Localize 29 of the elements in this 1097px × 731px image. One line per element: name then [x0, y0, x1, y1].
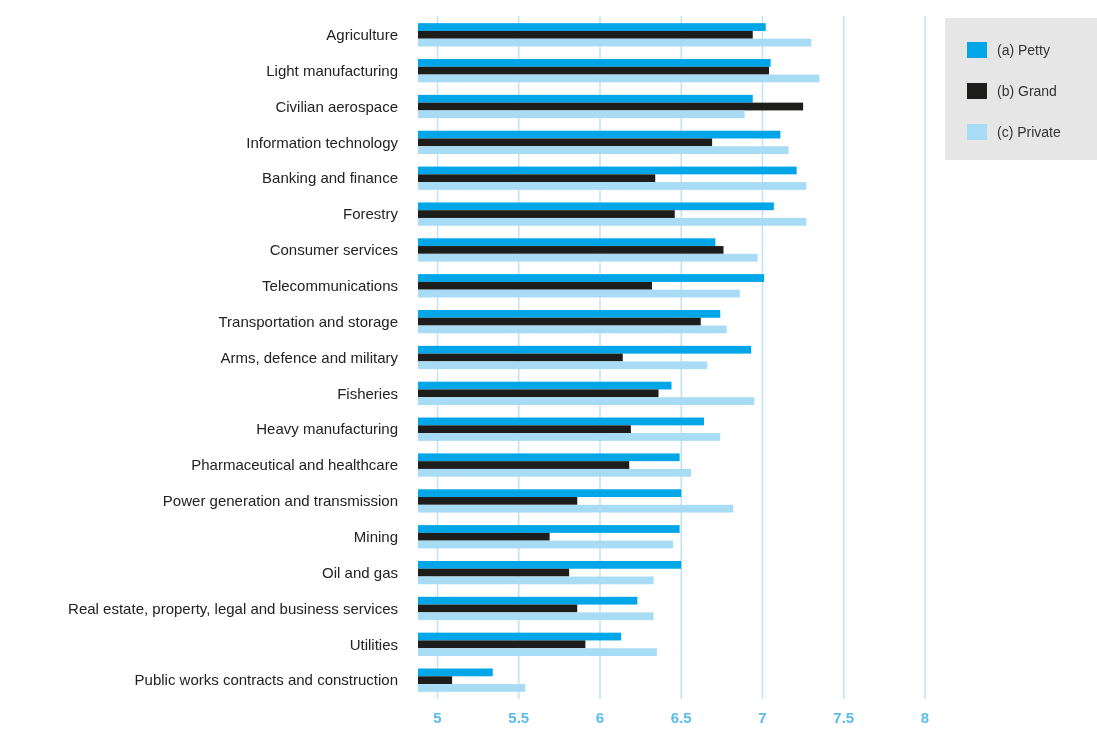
y-tick-label: Public works contracts and construction — [134, 671, 398, 689]
y-tick-label: Utilities — [349, 635, 398, 653]
y-tick-label: Real estate, property, legal and business services — [68, 599, 398, 617]
x-tick-label: 5 — [433, 709, 442, 726]
x-tick-label: 8 — [920, 709, 930, 726]
y-tick-label: Fisheries — [337, 384, 398, 402]
x-tick-label: 6 — [595, 709, 605, 726]
y-tick-label: Light manufacturing — [266, 61, 398, 79]
y-tick-label: Heavy manufacturing — [256, 420, 398, 438]
y-tick-label: Agriculture — [326, 26, 398, 44]
y-tick-label: Civilian aerospace — [275, 97, 398, 115]
legend-label: (b) Grand — [997, 82, 1057, 99]
y-tick-label: Arms, defence and military — [220, 348, 399, 366]
legend-label: (c) Private — [997, 123, 1061, 140]
y-tick-label: Forestry — [342, 205, 399, 223]
y-tick-label: Mining — [353, 528, 398, 546]
y-tick-label: Oil and gas — [322, 563, 398, 581]
y-tick-label: Power generation and transmission — [162, 492, 398, 510]
x-tick-label: 7 — [758, 709, 767, 726]
y-tick-label: Telecommunications — [262, 277, 398, 295]
y-tick-label: Pharmaceutical and healthcare — [191, 456, 398, 474]
legend-label: (a) Petty — [997, 41, 1050, 58]
y-tick-label: Information technology — [246, 133, 399, 151]
x-tick-label: 7.5 — [833, 709, 855, 726]
x-tick-label: 5.5 — [508, 709, 530, 726]
y-tick-label: Banking and finance — [262, 169, 398, 187]
y-tick-label: Transportation and storage — [218, 312, 398, 330]
x-tick-label: 6.5 — [670, 709, 692, 726]
y-tick-label: Consumer services — [269, 241, 398, 259]
